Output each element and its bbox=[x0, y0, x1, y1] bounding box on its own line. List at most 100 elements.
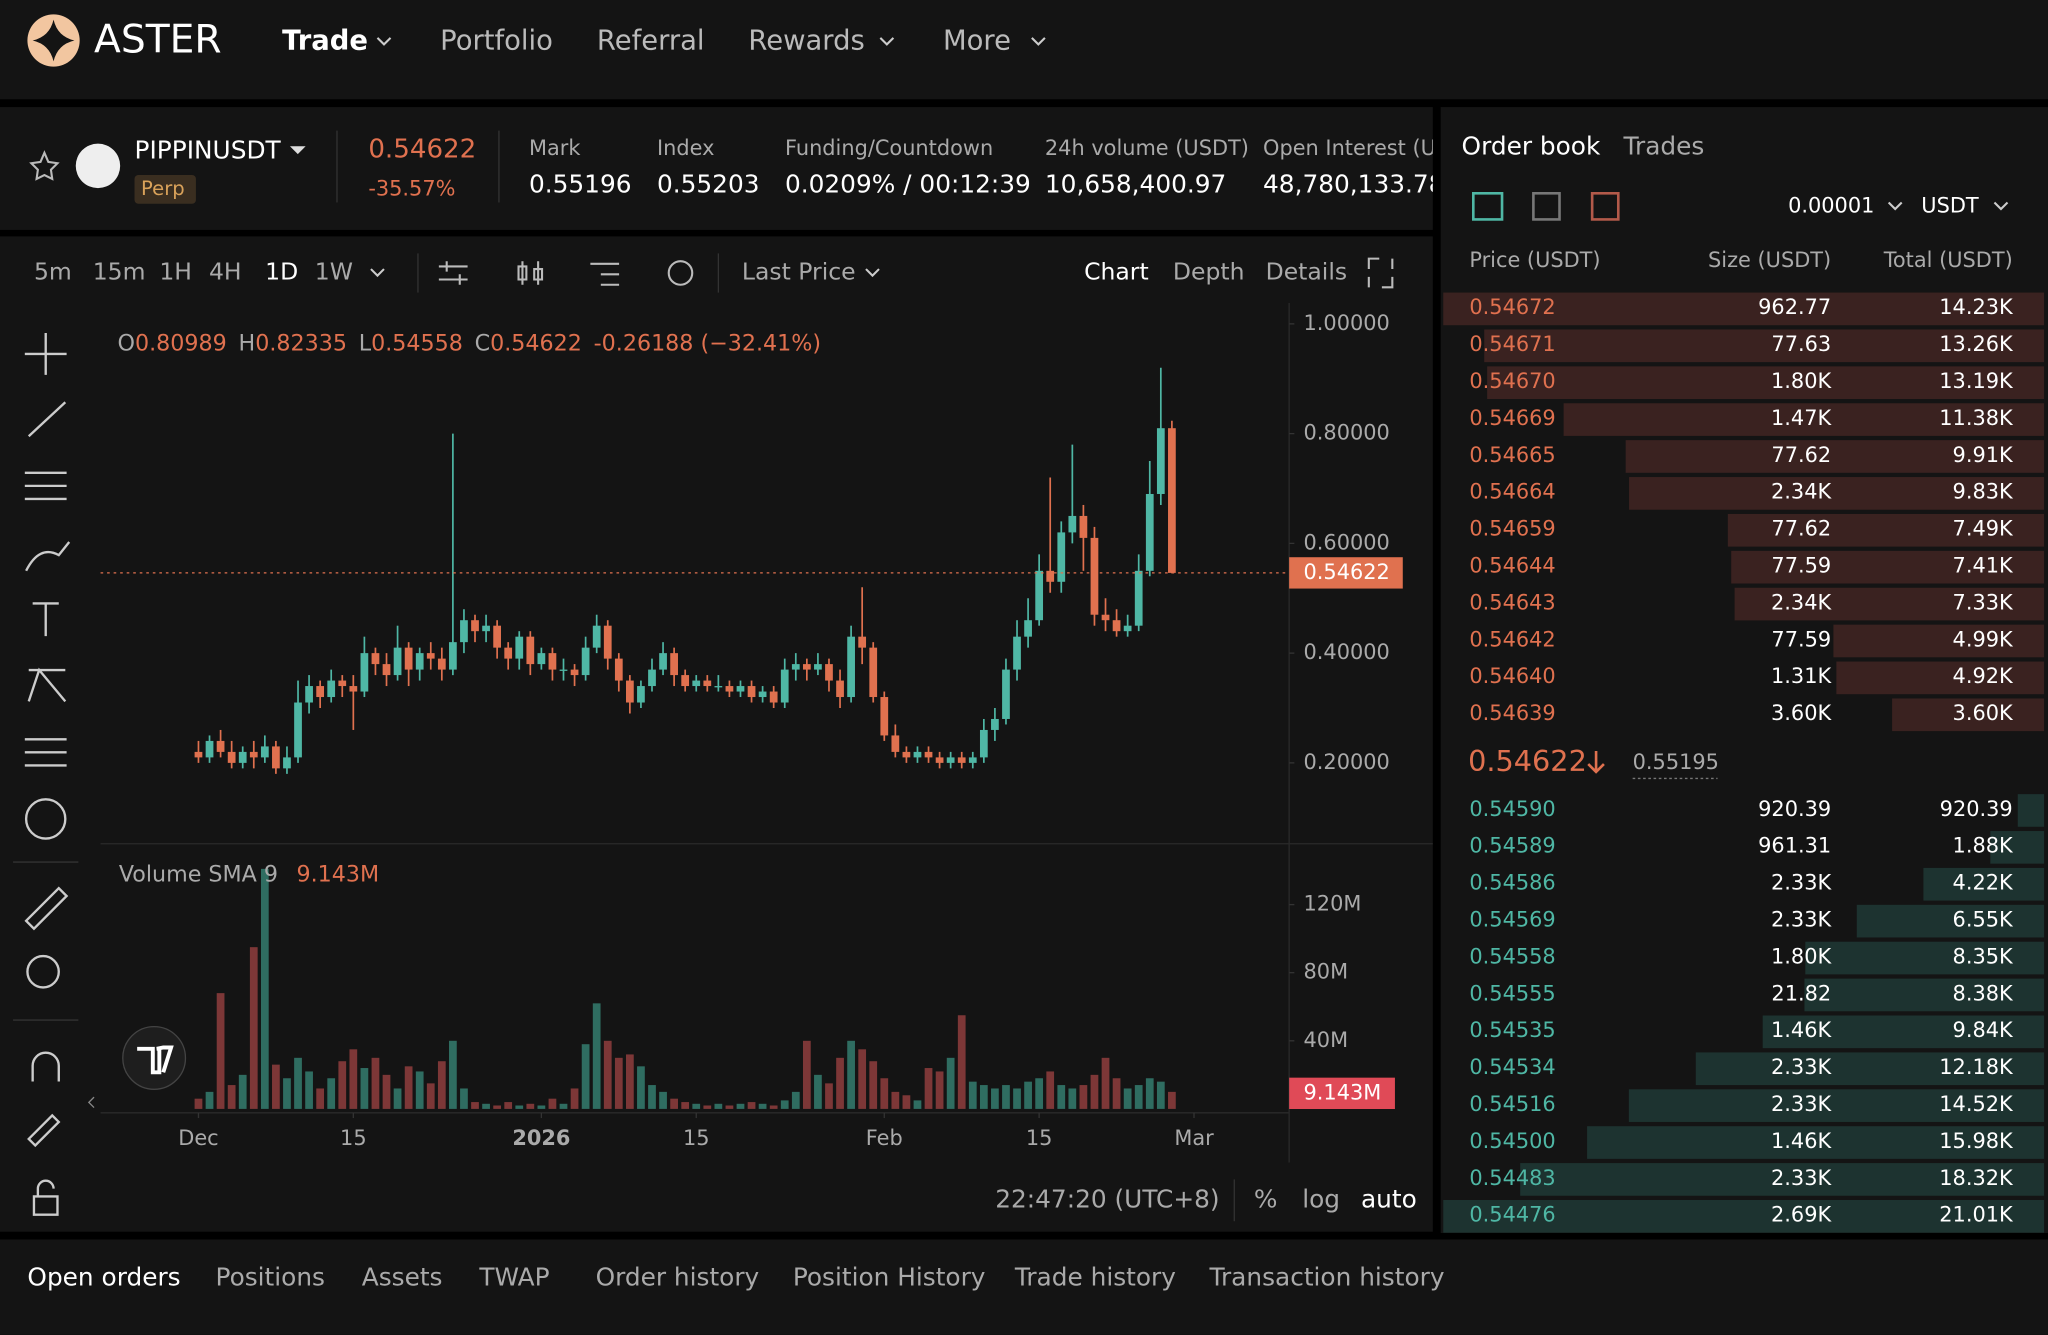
bottom-tab[interactable]: TWAP bbox=[478, 1263, 549, 1292]
symbol-dropdown[interactable] bbox=[289, 146, 306, 155]
text-tool[interactable] bbox=[32, 602, 59, 637]
projection-tool[interactable] bbox=[24, 738, 67, 767]
ob-tab[interactable]: Trades bbox=[1623, 132, 1705, 161]
ob-total: 9.83K bbox=[1953, 480, 2014, 504]
fullscreen-icon[interactable] bbox=[1367, 257, 1394, 289]
layout-both-icon[interactable] bbox=[1471, 191, 1504, 221]
layout-asks-icon[interactable] bbox=[1590, 191, 1620, 221]
interval[interactable]: 15m bbox=[93, 257, 146, 285]
unlock-tool[interactable] bbox=[32, 1179, 59, 1216]
volume-bar bbox=[515, 1105, 524, 1109]
candle-body bbox=[670, 653, 678, 676]
layout-bids-icon[interactable] bbox=[1532, 191, 1561, 221]
candle-body bbox=[260, 746, 269, 758]
line-tool[interactable] bbox=[27, 401, 67, 438]
scale-option[interactable]: log bbox=[1302, 1184, 1340, 1213]
candle-body bbox=[216, 740, 225, 752]
top-nav bbox=[0, 0, 2048, 100]
y-tick-label: 0.20000 bbox=[1304, 750, 1390, 774]
interval[interactable]: 1D bbox=[265, 257, 298, 285]
nav-item[interactable]: Rewards bbox=[748, 25, 864, 56]
favorite-icon[interactable] bbox=[29, 150, 60, 181]
ob-price: 0.54476 bbox=[1469, 1203, 1555, 1227]
nav-item[interactable]: More bbox=[943, 25, 1011, 56]
volume-bar bbox=[294, 1057, 302, 1109]
volume-bar bbox=[780, 1100, 789, 1109]
bottom-tab[interactable]: Open orders bbox=[27, 1263, 180, 1292]
magnet-tool[interactable] bbox=[31, 1051, 60, 1082]
pattern-tool[interactable] bbox=[27, 667, 67, 703]
bottom-tab[interactable]: Order history bbox=[596, 1263, 760, 1292]
ruler-tool[interactable] bbox=[24, 886, 69, 931]
view-tab[interactable]: Chart bbox=[1084, 257, 1149, 285]
ohlc-key: L bbox=[359, 330, 372, 356]
x-tick-label: 15 bbox=[683, 1126, 710, 1150]
ob-total: 21.01K bbox=[1939, 1203, 2014, 1227]
view-tab[interactable]: Depth bbox=[1173, 257, 1245, 285]
ob-size: 920.39 bbox=[1758, 797, 1831, 821]
ob-last-price: 0.54622 bbox=[1468, 744, 1587, 778]
ob-size: 1.46K bbox=[1771, 1129, 1832, 1153]
ob-price: 0.54534 bbox=[1469, 1055, 1555, 1079]
stat-value: 0.55196 bbox=[529, 169, 632, 198]
ohlc-key: C bbox=[475, 330, 491, 356]
volume-bar bbox=[1024, 1081, 1032, 1109]
lock-draw-tool[interactable] bbox=[27, 1113, 61, 1148]
candle-body bbox=[449, 642, 457, 670]
depth-bar bbox=[1856, 904, 2045, 938]
nav-item[interactable]: Trade bbox=[282, 25, 368, 56]
nav-item[interactable]: Referral bbox=[597, 25, 705, 56]
ob-size: 2.33K bbox=[1771, 871, 1832, 895]
interval[interactable]: 5m bbox=[34, 257, 72, 285]
indicators-icon[interactable] bbox=[438, 261, 468, 285]
candle-body bbox=[946, 757, 955, 763]
volume-bar bbox=[393, 1088, 402, 1109]
ob-price: 0.54669 bbox=[1469, 406, 1555, 430]
bottom-tab[interactable]: Position History bbox=[793, 1263, 986, 1292]
crosshair-tool[interactable] bbox=[24, 333, 67, 375]
bottom-tab[interactable]: Positions bbox=[216, 1263, 325, 1292]
price-source[interactable]: Last Price bbox=[742, 257, 856, 285]
ob-total: 18.32K bbox=[1939, 1166, 2014, 1190]
depth-bar bbox=[1628, 1089, 2045, 1122]
chart-type-icon[interactable] bbox=[517, 261, 544, 285]
tick-size[interactable]: 0.00001 bbox=[1788, 193, 1874, 217]
candle-body bbox=[714, 686, 723, 688]
fib-tool[interactable] bbox=[24, 471, 67, 501]
settings-icon[interactable] bbox=[667, 260, 694, 286]
zoom-tool[interactable] bbox=[26, 954, 60, 989]
currency[interactable]: USDT bbox=[1921, 193, 1979, 217]
depth-bar bbox=[2017, 794, 2045, 827]
ob-column: Price (USDT) bbox=[1469, 248, 1600, 272]
ob-size: 2.33K bbox=[1771, 907, 1832, 931]
brush-tool[interactable] bbox=[25, 541, 71, 572]
bottom-tab[interactable]: Transaction history bbox=[1208, 1263, 1444, 1292]
candle-body bbox=[957, 757, 966, 763]
interval[interactable]: 4H bbox=[209, 257, 242, 285]
bottom-tab[interactable]: Trade history bbox=[1014, 1263, 1176, 1292]
ob-size: 2.34K bbox=[1771, 480, 1832, 504]
nav-item[interactable]: Portfolio bbox=[440, 25, 553, 56]
templates-icon[interactable] bbox=[590, 262, 620, 286]
volume-bar bbox=[360, 1068, 369, 1109]
ob-size: 77.62 bbox=[1771, 443, 1831, 467]
interval[interactable]: 1H bbox=[159, 257, 192, 285]
y-tick-label: 0.80000 bbox=[1304, 421, 1390, 445]
ob-price: 0.54589 bbox=[1469, 834, 1555, 858]
ob-size: 77.59 bbox=[1771, 627, 1831, 651]
bottom-tab[interactable]: Assets bbox=[362, 1263, 443, 1292]
scale-option[interactable]: % bbox=[1254, 1184, 1278, 1213]
emoji-tool[interactable] bbox=[24, 798, 67, 840]
depth-bar bbox=[1587, 1126, 2045, 1159]
view-tab[interactable]: Details bbox=[1266, 257, 1347, 285]
volume-bar bbox=[791, 1091, 800, 1109]
interval[interactable]: 1W bbox=[315, 257, 353, 285]
ob-tab[interactable]: Order book bbox=[1462, 132, 1601, 161]
ob-size: 2.33K bbox=[1771, 1092, 1832, 1116]
scale-option[interactable]: auto bbox=[1361, 1184, 1417, 1213]
candle-body bbox=[1046, 570, 1055, 582]
candle-body bbox=[426, 653, 435, 659]
logo-mark bbox=[32, 19, 75, 62]
candle-body bbox=[1090, 537, 1099, 615]
